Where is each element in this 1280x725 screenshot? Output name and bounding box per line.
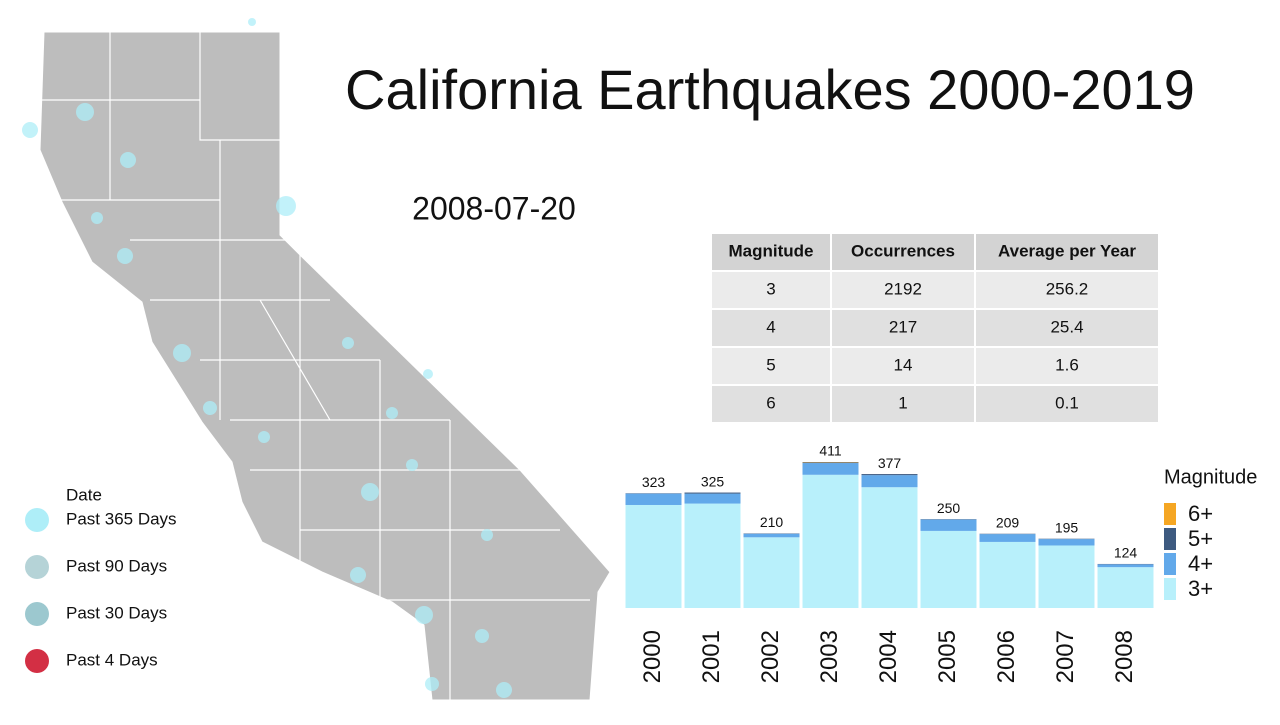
x-tick-label: 2004 <box>875 630 902 683</box>
map-legend-swatch <box>25 649 49 673</box>
bar-segment <box>921 520 977 531</box>
legend-title: Magnitude <box>1164 466 1257 488</box>
legend-swatch <box>1164 553 1176 575</box>
total-label: 195 <box>1055 519 1079 535</box>
total-label: 210 <box>760 514 784 530</box>
bar-segment <box>1098 564 1154 567</box>
table-value: 4 <box>766 317 775 336</box>
total-label: 325 <box>701 473 725 489</box>
title: California Earthquakes 2000-2019 <box>345 58 1195 121</box>
x-tick-label: 2001 <box>698 630 725 683</box>
bar-segment <box>862 474 918 475</box>
x-tick-label: 2005 <box>934 630 961 683</box>
table-value: 5 <box>766 355 775 374</box>
map-legend-label: Past 90 Days <box>66 556 167 575</box>
legend-swatch <box>1164 578 1176 600</box>
legend-label: 3+ <box>1188 576 1213 601</box>
bar-segment <box>862 487 918 608</box>
bar-segment <box>685 494 741 504</box>
table-value: 217 <box>889 317 917 336</box>
table-value: 1.6 <box>1055 355 1079 374</box>
table-value: 25.4 <box>1050 317 1083 336</box>
bar-segment <box>744 534 800 538</box>
bar-segment <box>980 542 1036 608</box>
map-legend-label: Past 30 Days <box>66 603 167 622</box>
total-label: 209 <box>996 514 1020 530</box>
map-legend-swatch <box>25 555 49 579</box>
x-tick-label: 2006 <box>993 630 1020 683</box>
table-header: Occurrences <box>851 241 955 260</box>
bar-segment <box>626 505 682 608</box>
x-tick-label: 2008 <box>1111 630 1138 683</box>
legend-swatch <box>1164 528 1176 550</box>
bar-segment <box>1039 539 1095 545</box>
bar-segment <box>685 493 741 494</box>
x-tick-label: 2003 <box>816 630 843 683</box>
total-label: 377 <box>878 455 902 471</box>
table-header: Magnitude <box>729 241 814 260</box>
legend-label: 6+ <box>1188 501 1213 526</box>
bar-segment <box>980 534 1036 542</box>
total-label: 124 <box>1114 545 1138 561</box>
table-value: 6 <box>766 393 775 412</box>
table-value: 3 <box>766 279 775 298</box>
x-tick-label: 2007 <box>1052 630 1079 683</box>
bar-segment <box>744 537 800 608</box>
legend-swatch <box>1164 503 1176 525</box>
table-value: 0.1 <box>1055 393 1079 412</box>
legend-label: 4+ <box>1188 551 1213 576</box>
bar-segment <box>1098 567 1154 608</box>
date: 2008-07-20 <box>412 190 576 226</box>
bar-segment <box>921 531 977 608</box>
bar-segment <box>626 494 682 505</box>
x-tick-label: 2002 <box>757 630 784 683</box>
bar-segment <box>862 475 918 487</box>
bar-segment <box>1039 545 1095 608</box>
table-value: 256.2 <box>1046 279 1089 298</box>
map-legend-label: Past 365 Days <box>66 509 177 528</box>
total-label: 323 <box>642 474 666 490</box>
bar-segment <box>685 504 741 608</box>
bar-segment <box>803 462 859 463</box>
bar-segment <box>803 475 859 608</box>
legend-label: 5+ <box>1188 526 1213 551</box>
map-legend-label: Past 4 Days <box>66 650 158 669</box>
total-label: 411 <box>819 443 842 459</box>
bar-segment <box>803 463 859 475</box>
map-legend-title: Date <box>66 485 102 504</box>
x-tick-label: 2000 <box>639 630 666 683</box>
map-legend-swatch <box>25 602 49 626</box>
table-value: 2192 <box>884 279 922 298</box>
table-header: Average per Year <box>998 241 1136 260</box>
table-value: 14 <box>894 355 913 374</box>
map-legend-swatch <box>25 508 49 532</box>
total-label: 250 <box>937 500 961 516</box>
table-value: 1 <box>898 393 907 412</box>
